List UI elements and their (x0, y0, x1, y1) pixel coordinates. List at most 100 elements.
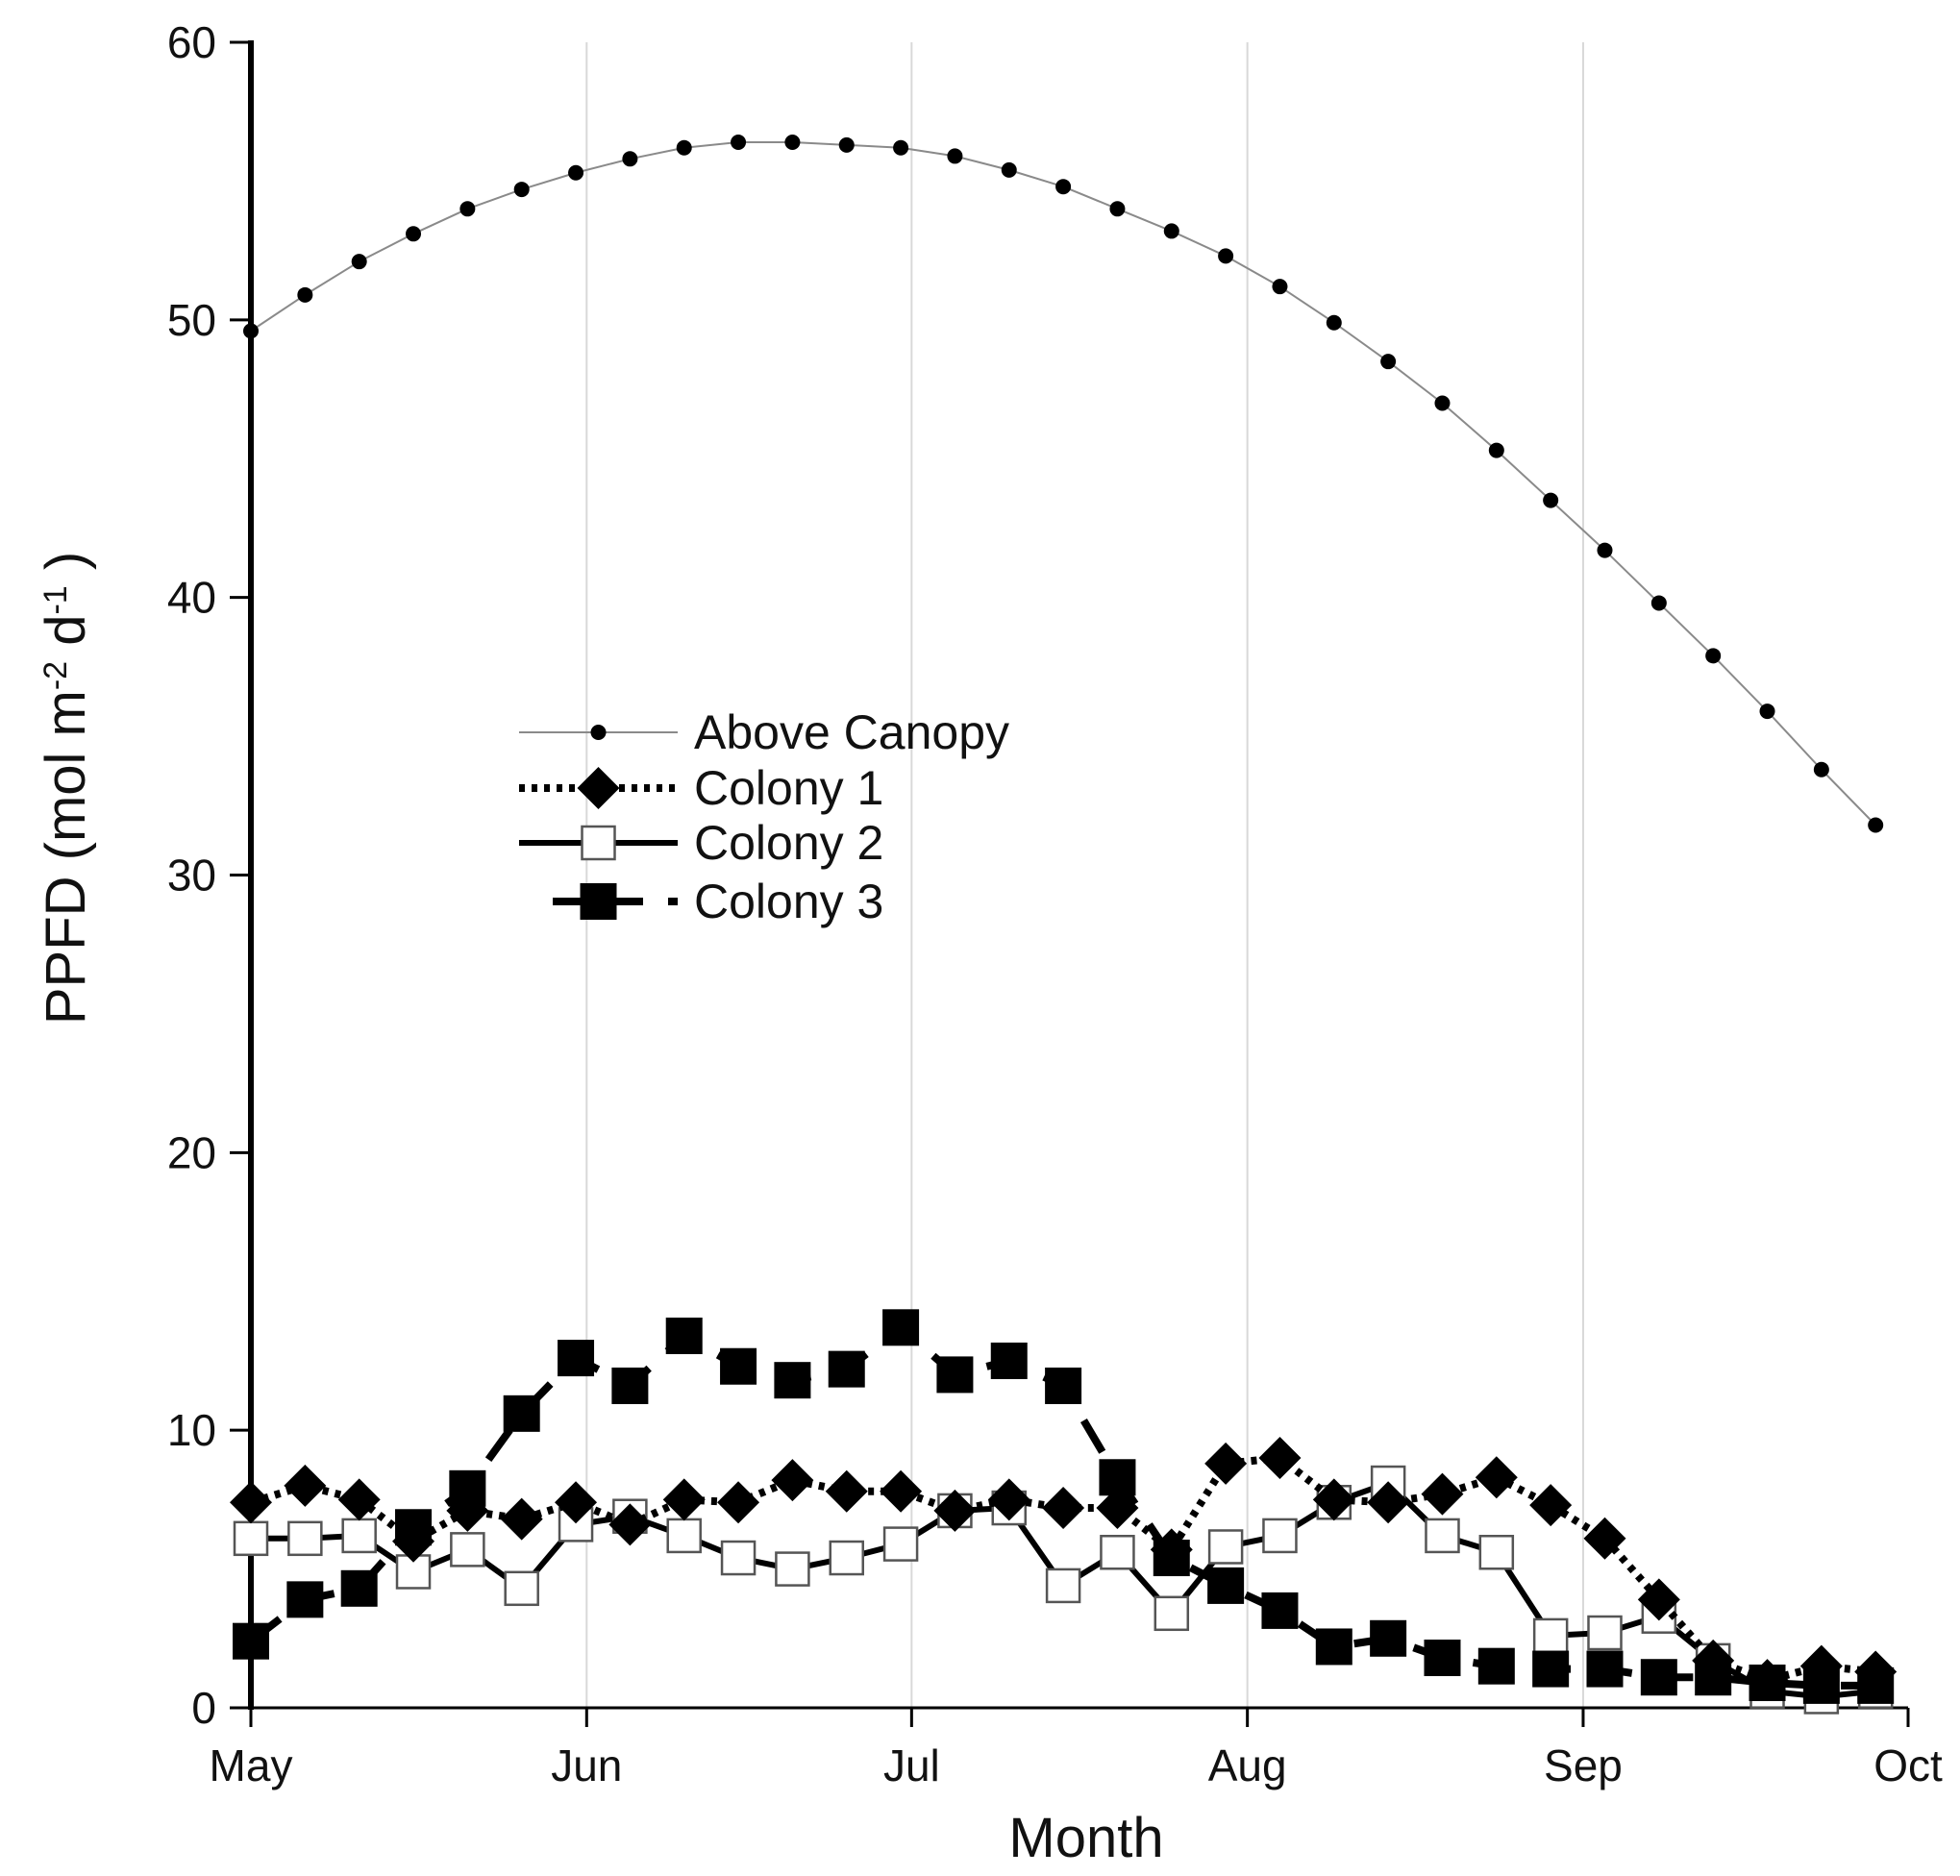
y-tick-label: 10 (167, 1405, 216, 1455)
data-point-colony-1 (1637, 1578, 1680, 1621)
legend-label-colony-1: Colony 1 (694, 761, 883, 815)
y-tick-label: 20 (167, 1127, 216, 1177)
data-point-colony-1 (230, 1481, 272, 1524)
data-point-above-canopy (893, 139, 909, 156)
data-point-above-canopy (1868, 817, 1884, 833)
data-point-colony-1 (880, 1469, 923, 1513)
data-point-colony-2 (395, 1554, 432, 1590)
x-tick-label: Jul (883, 1740, 940, 1790)
legend-marker-above-canopy (590, 725, 607, 740)
legend-item-colony-3: Colony 3 (553, 875, 883, 928)
data-point-above-canopy (459, 201, 476, 217)
x-tick-label: Aug (1208, 1740, 1287, 1790)
data-point-above-canopy (1705, 648, 1722, 664)
legend-item-above-canopy: Above Canopy (519, 705, 1009, 759)
y-tick-label: 40 (167, 573, 216, 623)
y-title-sup1: -2 (37, 661, 74, 690)
data-point-colony-2 (233, 1520, 269, 1557)
legend-label-above-canopy: Above Canopy (694, 705, 1009, 759)
legend-label-colony-3: Colony 3 (694, 875, 883, 928)
data-point-colony-3 (1370, 1619, 1407, 1657)
data-point-above-canopy (1597, 542, 1613, 558)
data-point-colony-2 (1045, 1567, 1081, 1604)
data-point-colony-3 (449, 1469, 486, 1507)
data-point-colony-3 (1695, 1659, 1732, 1696)
data-point-above-canopy (1163, 223, 1179, 239)
data-point-above-canopy (243, 323, 259, 339)
y-title-sup2: -1 (37, 585, 74, 614)
x-axis-title: Month (1008, 1807, 1163, 1869)
series-line-above-canopy (250, 140, 1876, 827)
data-point-colony-1 (284, 1464, 327, 1507)
data-point-above-canopy (1380, 354, 1397, 370)
y-tick-label: 30 (167, 851, 216, 901)
data-point-above-canopy (1650, 595, 1667, 611)
data-point-colony-1 (500, 1497, 543, 1541)
series-colony-3 (233, 1309, 1895, 1704)
data-point-colony-3 (1532, 1650, 1570, 1688)
data-point-colony-1 (1258, 1437, 1302, 1480)
data-point-colony-3 (1857, 1666, 1895, 1704)
x-tick-label: May (210, 1740, 293, 1790)
data-point-colony-3 (1749, 1665, 1786, 1702)
data-point-colony-1 (608, 1503, 652, 1546)
data-point-colony-3 (558, 1340, 595, 1377)
data-point-above-canopy (351, 254, 367, 270)
data-point-colony-3 (1315, 1628, 1352, 1666)
y-tick-label: 0 (191, 1683, 216, 1733)
y-title-suffix: ) (35, 552, 97, 585)
data-point-colony-1 (1204, 1442, 1248, 1485)
data-point-colony-1 (717, 1481, 760, 1524)
data-point-colony-3 (1153, 1540, 1190, 1577)
data-point-colony-2 (1478, 1535, 1515, 1570)
data-point-above-canopy (513, 182, 530, 198)
x-tick-label: Sep (1544, 1740, 1623, 1790)
data-point-colony-1 (1367, 1481, 1410, 1524)
y-tick-label: 60 (167, 17, 216, 67)
data-point-colony-1 (1421, 1472, 1464, 1516)
data-point-above-canopy (676, 139, 692, 156)
data-point-colony-2 (882, 1526, 919, 1562)
data-point-colony-3 (665, 1317, 703, 1354)
data-point-above-canopy (1218, 248, 1234, 264)
series-layer (230, 134, 1898, 1715)
data-point-colony-2 (1532, 1617, 1569, 1654)
data-point-colony-3 (340, 1569, 378, 1607)
data-point-above-canopy (1326, 314, 1342, 331)
legend-marker-colony-3 (580, 883, 617, 920)
data-point-colony-1 (1042, 1487, 1085, 1530)
data-point-colony-1 (933, 1489, 977, 1532)
data-point-colony-1 (1583, 1517, 1626, 1560)
data-point-colony-1 (771, 1459, 814, 1502)
data-point-colony-2 (287, 1520, 323, 1557)
y-title-mid: d (35, 615, 97, 661)
axes-layer: 0 10 20 30 40 50 60 May Jun Jul Aug Sep Oct (167, 17, 1943, 1790)
grid-layer (585, 42, 1584, 1708)
data-point-colony-3 (1802, 1666, 1840, 1704)
data-point-colony-2 (666, 1518, 702, 1554)
data-point-colony-2 (1587, 1615, 1623, 1651)
data-point-colony-2 (829, 1540, 864, 1576)
data-point-colony-1 (825, 1469, 868, 1513)
data-point-colony-1 (555, 1481, 598, 1524)
x-tick-label: Oct (1873, 1740, 1943, 1790)
data-point-colony-3 (774, 1362, 811, 1399)
data-point-above-canopy (1434, 395, 1451, 411)
legend-marker-colony-1 (577, 767, 620, 809)
y-axis-title: PPFD (mol m-2 d-1 ) (35, 552, 97, 1024)
data-point-colony-3 (1099, 1459, 1136, 1496)
data-point-colony-3 (1424, 1640, 1461, 1677)
data-point-colony-3 (1640, 1659, 1677, 1696)
legend-marker-colony-2 (581, 825, 616, 861)
data-point-colony-3 (503, 1395, 540, 1432)
data-point-colony-2 (450, 1532, 485, 1567)
data-point-colony-3 (395, 1509, 433, 1546)
data-point-above-canopy (1543, 492, 1559, 508)
data-point-colony-2 (775, 1551, 810, 1587)
data-point-colony-3 (286, 1581, 324, 1618)
data-point-colony-3 (1207, 1567, 1245, 1604)
data-point-above-canopy (947, 148, 963, 164)
data-point-colony-3 (1261, 1592, 1299, 1629)
data-point-above-canopy (406, 226, 422, 242)
